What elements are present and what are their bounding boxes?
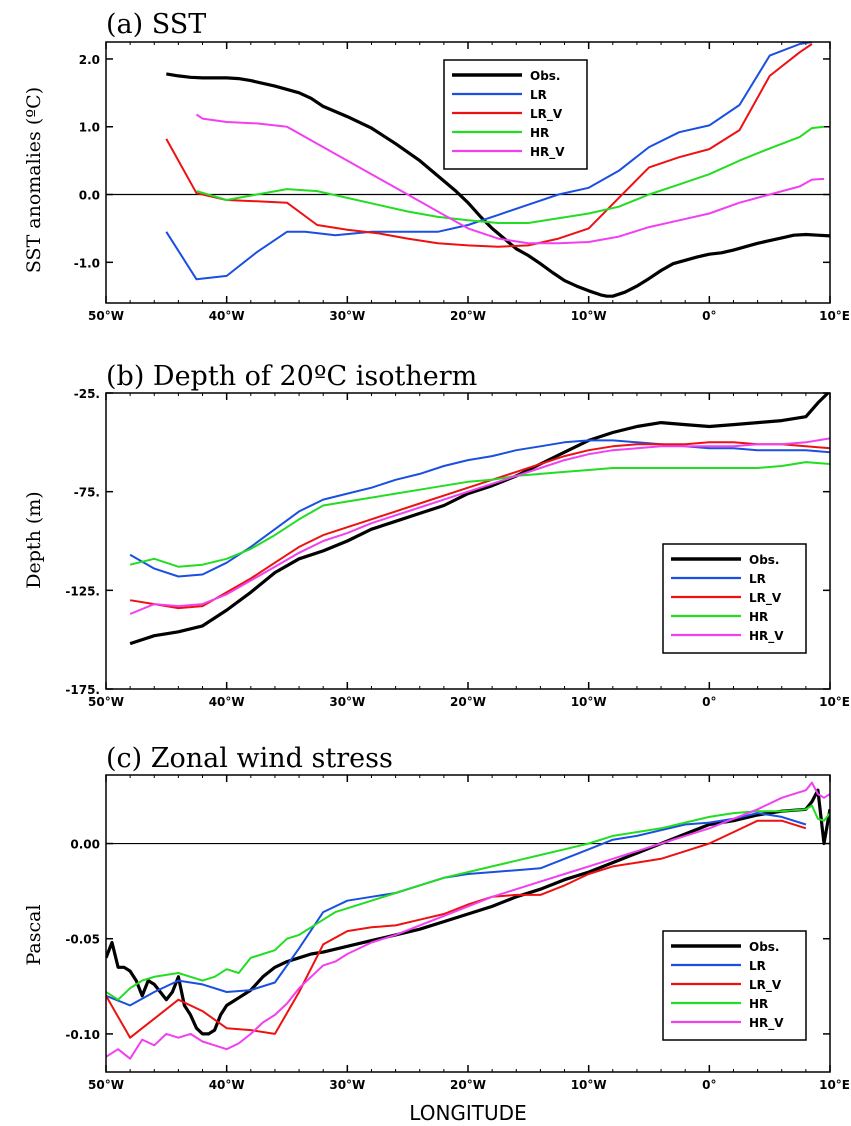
- legend-label-wind: LR: [749, 959, 766, 973]
- plot-area-sst: 50°W 40°W 30°W 20°W 10°W 0° 10°E 2.0 1.0 0.0 -1.0 O…: [74, 41, 850, 323]
- y-tick-label-depth: -175.: [65, 683, 100, 697]
- x-tick-label-wind: 20°W: [450, 1078, 486, 1092]
- x-tick-label-sst: 20°W: [450, 309, 486, 323]
- series-line-wind-lrv: [106, 819, 807, 1039]
- y-tick-label-wind: 0.00: [70, 838, 100, 852]
- x-tick-label-sst: 10°E: [819, 309, 850, 323]
- y-tick-label-depth: -125.: [65, 584, 100, 598]
- x-axis-label: LONGITUDE: [409, 1101, 526, 1125]
- legend-label-wind: HR_V: [749, 1016, 784, 1031]
- series-line-wind-hrv: [106, 781, 830, 1060]
- x-tick-label-sst: 10°W: [571, 309, 607, 323]
- plot-frame-depth: [105, 392, 831, 690]
- x-tick-label-depth: 0°: [702, 695, 716, 709]
- series-line-sst-hr: [196, 125, 825, 224]
- panel-title-depth: (b) Depth of 20ºC isotherm: [106, 361, 477, 392]
- y-tick-label-sst: 1.0: [79, 121, 100, 135]
- legend-label-depth: HR_V: [749, 629, 784, 644]
- x-tick-label-sst: 40°W: [209, 309, 245, 323]
- x-tick-label-sst: 0°: [702, 309, 716, 323]
- series-line-sst-obs: [166, 72, 830, 298]
- series-line-depth-hr: [129, 461, 830, 568]
- y-tick-label-wind: -0.05: [65, 933, 100, 947]
- x-tick-label-wind: 10°W: [571, 1078, 607, 1092]
- series-line-sst-lrv: [165, 43, 813, 248]
- y-axis-label-sst: SST anomalies (ºC): [23, 87, 45, 273]
- panel-depth: (b) Depth of 20ºC isotherm Depth (m) 50°…: [23, 361, 850, 709]
- y-tick-label-sst: 2.0: [79, 53, 100, 67]
- x-tick-label-sst: 50°W: [88, 309, 124, 323]
- legend-label-wind: HR: [749, 997, 768, 1011]
- x-tick-label-wind: 40°W: [209, 1078, 245, 1092]
- x-tick-label-wind: 30°W: [329, 1078, 365, 1092]
- series-line-depth-obs: [129, 393, 830, 646]
- x-tick-label-wind: 0°: [702, 1078, 716, 1092]
- plot-frame-wind: [105, 774, 831, 1073]
- y-tick-label-depth: -25.: [74, 387, 100, 401]
- panel-sst: (a) SST SST anomalies (ºC) 50°W 40°W 30°W 2…: [23, 9, 850, 323]
- legend-label-sst: HR_V: [530, 145, 565, 160]
- panel-title-wind: (c) Zonal wind stress: [106, 743, 393, 774]
- legend-label-depth: LR: [749, 572, 766, 586]
- legend-label-depth: Obs.: [749, 553, 780, 567]
- x-tick-label-wind: 50°W: [88, 1078, 124, 1092]
- legend-label-depth: HR: [749, 610, 768, 624]
- y-axis-label-wind: Pascal: [23, 904, 45, 965]
- y-tick-label-depth: -75.: [74, 486, 100, 500]
- x-tick-label-depth: 10°E: [819, 695, 850, 709]
- x-tick-label-depth: 40°W: [209, 695, 245, 709]
- plot-frame-sst: [105, 41, 831, 304]
- y-tick-label-sst: -1.0: [74, 256, 100, 270]
- x-tick-label-depth: 50°W: [88, 695, 124, 709]
- series-line-sst-lr: [165, 42, 813, 281]
- x-tick-label-depth: 20°W: [450, 695, 486, 709]
- legend-label-sst: LR: [530, 88, 547, 102]
- x-tick-label-wind: 10°E: [819, 1078, 850, 1092]
- legend-label-sst: HR: [530, 126, 549, 140]
- legend-label-wind: LR_V: [749, 978, 782, 993]
- series-line-depth-hrv: [129, 437, 830, 615]
- panel-title-sst: (a) SST: [106, 9, 206, 40]
- legend-label-sst: LR_V: [530, 107, 563, 122]
- y-tick-label-sst: 0.0: [79, 189, 100, 203]
- series-line-sst-hrv: [195, 113, 825, 245]
- legend-label-sst: Obs.: [530, 69, 561, 83]
- series-line-wind-hr: [106, 804, 830, 1001]
- x-tick-label-depth: 10°W: [571, 695, 607, 709]
- y-axis-label-depth: Depth (m): [23, 491, 45, 588]
- legend-label-depth: LR_V: [749, 591, 782, 606]
- x-tick-label-depth: 30°W: [329, 695, 365, 709]
- plot-area-depth: 50°W 40°W 30°W 20°W 10°W 0° 10°E -25. -75. -125. -…: [65, 387, 850, 709]
- panel-wind: (c) Zonal wind stress Pascal 50°W 40°W 30°…: [23, 743, 850, 1092]
- legend-label-wind: Obs.: [749, 940, 780, 954]
- series-line-depth-lrv: [129, 441, 830, 610]
- x-tick-label-sst: 30°W: [329, 309, 365, 323]
- plot-area-wind: 50°W 40°W 30°W 20°W 10°W 0° 10°E 0.00 -0.05 -0.10…: [65, 774, 850, 1092]
- y-tick-label-wind: -0.10: [65, 1028, 100, 1042]
